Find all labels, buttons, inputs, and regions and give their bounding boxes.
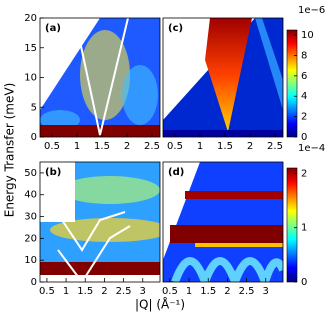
panel-label: (d) bbox=[168, 167, 184, 178]
x-tick-label: 2.5 bbox=[116, 286, 132, 297]
colorbar-tick-label: 0 bbox=[301, 277, 307, 288]
axes-frame bbox=[39, 161, 161, 283]
x-tick-label: 2.5 bbox=[267, 141, 283, 152]
panel-label: (b) bbox=[45, 167, 61, 178]
x-tick-label: 0.5 bbox=[44, 141, 60, 152]
x-axis-label: |Q| (Å⁻¹) bbox=[135, 297, 185, 312]
y-tick-label: 5 bbox=[31, 102, 37, 113]
x-tick-label: 0.5 bbox=[39, 286, 55, 297]
x-tick-label: 1.5 bbox=[217, 141, 233, 152]
colorbar bbox=[286, 167, 298, 283]
colorbar-tick-label: 8 bbox=[301, 50, 307, 61]
heatmap-b bbox=[40, 162, 160, 282]
x-tick-label: 2.5 bbox=[144, 141, 160, 152]
colorbar bbox=[286, 29, 298, 138]
y-axis-label: Energy Transfer (meV) bbox=[3, 83, 17, 218]
x-tick-label: 2 bbox=[124, 141, 130, 152]
colorbar-tick-label: 0 bbox=[301, 132, 307, 143]
x-tick-label: 1 bbox=[197, 141, 203, 152]
axes-frame bbox=[162, 161, 284, 283]
x-tick-label: 3 bbox=[140, 286, 146, 297]
y-tick-label: 20 bbox=[24, 13, 37, 24]
colorbar-tick-label: 2 bbox=[301, 168, 307, 179]
panel-label: (a) bbox=[45, 23, 61, 34]
y-tick-label: 20 bbox=[24, 233, 37, 244]
panel-label: (c) bbox=[168, 23, 183, 34]
x-tick-label: 1 bbox=[186, 286, 192, 297]
colorbar-tick-label: 10 bbox=[301, 30, 314, 41]
y-tick-label: 10 bbox=[24, 255, 37, 266]
x-tick-label: 1.5 bbox=[200, 286, 216, 297]
y-tick-label: 50 bbox=[24, 168, 37, 179]
colorbar-tick-label: 1 bbox=[301, 223, 307, 234]
heatmap-d bbox=[163, 162, 283, 282]
y-tick-label: 40 bbox=[24, 190, 37, 201]
y-tick-label: 15 bbox=[24, 43, 37, 54]
x-tick-label: 3 bbox=[263, 286, 269, 297]
x-tick-label: 1 bbox=[74, 141, 80, 152]
x-tick-label: 0.5 bbox=[167, 141, 183, 152]
x-tick-label: 1.5 bbox=[77, 286, 93, 297]
y-tick-label: 10 bbox=[24, 73, 37, 84]
x-tick-label: 2 bbox=[247, 141, 253, 152]
x-tick-label: 2 bbox=[101, 286, 107, 297]
x-tick-label: 1 bbox=[63, 286, 69, 297]
heatmap-c bbox=[163, 18, 283, 137]
colorbar-tick-label: 6 bbox=[301, 71, 307, 82]
colorbar-tick-label: 4 bbox=[301, 91, 307, 102]
heatmap-a bbox=[40, 18, 160, 137]
colorbar-offset-label: 1e−4 bbox=[298, 143, 325, 154]
x-tick-label: 2.5 bbox=[239, 286, 255, 297]
colorbar-tick-label: 2 bbox=[301, 112, 307, 123]
x-tick-label: 0.5 bbox=[162, 286, 178, 297]
y-tick-label: 30 bbox=[24, 212, 37, 223]
x-tick-label: 1.5 bbox=[94, 141, 110, 152]
colorbar-offset-label: 1e−6 bbox=[298, 5, 325, 16]
y-tick-label: 0 bbox=[31, 277, 37, 288]
x-tick-label: 2 bbox=[224, 286, 230, 297]
y-tick-label: 0 bbox=[31, 132, 37, 143]
axes-frame bbox=[162, 17, 284, 138]
